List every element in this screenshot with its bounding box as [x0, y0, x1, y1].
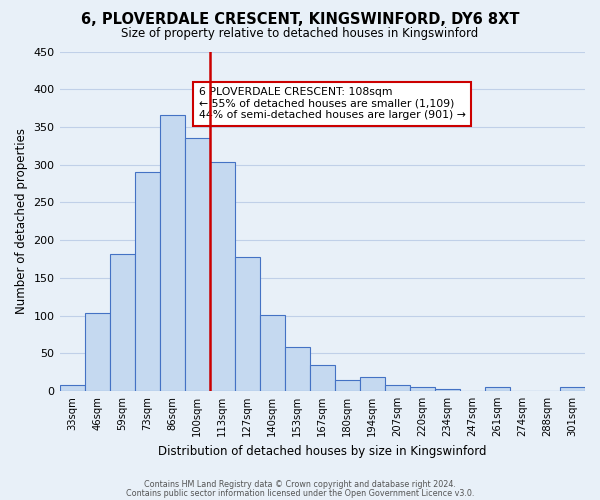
Bar	[134, 172, 160, 391]
Bar	[385, 385, 410, 391]
Text: Contains public sector information licensed under the Open Government Licence v3: Contains public sector information licen…	[126, 488, 474, 498]
Bar	[335, 380, 360, 391]
Bar	[59, 385, 85, 391]
Bar	[85, 313, 110, 391]
Bar	[285, 347, 310, 391]
Y-axis label: Number of detached properties: Number of detached properties	[15, 128, 28, 314]
Text: Size of property relative to detached houses in Kingswinford: Size of property relative to detached ho…	[121, 28, 479, 40]
Bar	[160, 115, 185, 391]
Bar	[209, 162, 235, 391]
Bar	[410, 387, 435, 391]
Bar	[310, 364, 335, 391]
Bar	[360, 378, 385, 391]
Bar	[435, 388, 460, 391]
Bar	[260, 314, 285, 391]
Bar	[110, 254, 134, 391]
Bar	[185, 138, 209, 391]
Bar	[560, 387, 585, 391]
Bar	[485, 387, 510, 391]
Text: 6 PLOVERDALE CRESCENT: 108sqm
← 55% of detached houses are smaller (1,109)
44% o: 6 PLOVERDALE CRESCENT: 108sqm ← 55% of d…	[199, 87, 466, 120]
Text: 6, PLOVERDALE CRESCENT, KINGSWINFORD, DY6 8XT: 6, PLOVERDALE CRESCENT, KINGSWINFORD, DY…	[81, 12, 519, 28]
Bar	[235, 258, 260, 391]
Text: Contains HM Land Registry data © Crown copyright and database right 2024.: Contains HM Land Registry data © Crown c…	[144, 480, 456, 489]
X-axis label: Distribution of detached houses by size in Kingswinford: Distribution of detached houses by size …	[158, 444, 487, 458]
